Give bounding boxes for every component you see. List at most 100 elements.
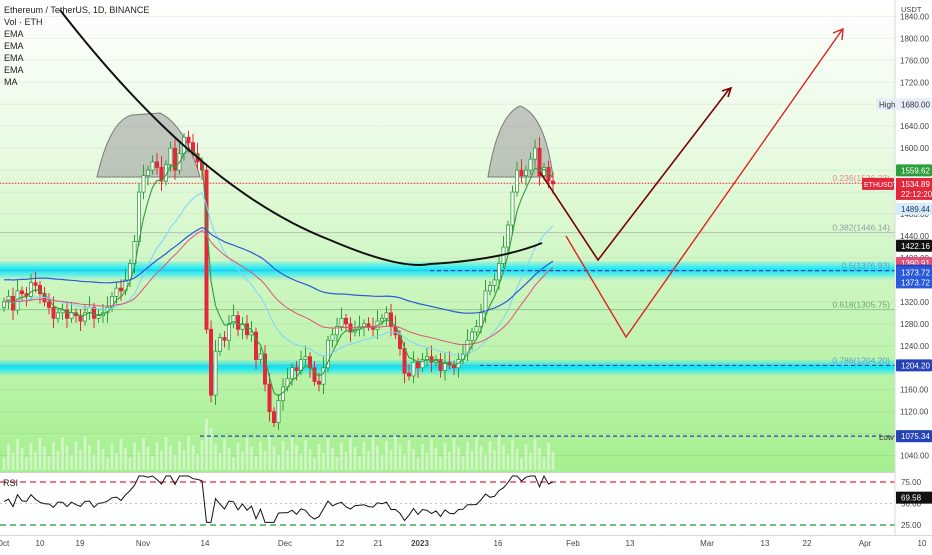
- rsi-tick-label: 75.00: [901, 478, 922, 487]
- price-tick-label: 1240.00: [900, 342, 929, 351]
- fib-label-0.5: 0.5(1376.93): [842, 261, 890, 271]
- symbol-tag-box: [862, 177, 894, 190]
- candle-body: [298, 359, 303, 371]
- price-tick-label: 1800.00: [900, 34, 929, 43]
- candle-body: [83, 312, 88, 322]
- candle-body: [119, 287, 124, 292]
- candle-body: [69, 312, 74, 319]
- rsi-line: [3, 474, 554, 523]
- candle-body: [276, 400, 281, 424]
- candle-body: [505, 224, 510, 248]
- bar-countdown: 22:12:20: [901, 190, 932, 199]
- ema-blue-line: [3, 226, 554, 314]
- candle-body: [474, 326, 479, 333]
- legend-ma[interactable]: MA: [4, 77, 18, 87]
- tag-ema-4-text: 1373.72: [901, 278, 930, 287]
- candle-body: [524, 169, 529, 177]
- tag-ema-4: 1373.72: [901, 268, 930, 277]
- fib-label-0.236: 0.236(1536.23): [832, 173, 890, 183]
- legend-title[interactable]: Ethereum / TetherUS, 1D, BINANCE: [4, 5, 150, 15]
- candle-body: [478, 312, 483, 327]
- time-tick-label: 13: [761, 539, 770, 548]
- tag-ema-2-box: [896, 202, 932, 215]
- candle-body: [38, 284, 43, 295]
- tag-ema-1: 1559.62: [901, 166, 930, 175]
- candle-body: [231, 315, 236, 325]
- candle-body: [339, 317, 344, 327]
- candle-body: [110, 295, 115, 308]
- candle-body: [420, 359, 425, 369]
- candle-body: [361, 323, 366, 327]
- candle-body: [65, 309, 70, 319]
- fib-label-0.382: 0.382(1446.14): [832, 223, 890, 233]
- ema-fast-line: [3, 149, 554, 397]
- candle-body: [168, 147, 173, 166]
- legend-ema-3[interactable]: EMA: [4, 53, 24, 63]
- candle-body: [235, 315, 240, 330]
- rsi-value: 69.58: [901, 494, 922, 503]
- candle-body: [330, 334, 335, 341]
- candle-body: [226, 323, 231, 341]
- tag-level-c-box: [896, 430, 932, 443]
- tag-ema-4-fix: [896, 276, 932, 289]
- scenario-dark-path: [539, 87, 731, 262]
- ema-light-line: [3, 192, 554, 357]
- tag-ema-2: 1489.44: [901, 205, 930, 214]
- time-tick-label: 16: [494, 539, 503, 548]
- candle-body: [424, 356, 429, 360]
- last-price-box: [896, 177, 932, 200]
- candle-body: [172, 147, 177, 171]
- legend-ema-2[interactable]: EMA: [4, 41, 24, 51]
- candle-body: [28, 282, 33, 297]
- symbol-tag: ETHUSDT: [864, 182, 898, 189]
- candle-body: [253, 331, 258, 360]
- candle-body: [258, 353, 263, 360]
- candle-body: [515, 169, 520, 193]
- legend-ema-1[interactable]: EMA: [4, 29, 24, 39]
- candle-body: [343, 317, 348, 325]
- candle-body: [312, 367, 317, 382]
- candle-body: [96, 315, 101, 319]
- candle-body: [244, 323, 249, 336]
- tag-ema-4-box: [896, 266, 932, 279]
- candle-body: [154, 161, 159, 168]
- candle-body: [316, 381, 321, 385]
- time-tick-label: Apr: [859, 539, 872, 548]
- time-tick-label: 13: [626, 539, 635, 548]
- candle-body: [60, 309, 65, 314]
- volume-bars: [2, 419, 555, 470]
- time-tick-label: Feb: [566, 539, 580, 548]
- high-value-box: [896, 98, 932, 111]
- candle-body: [289, 367, 294, 380]
- rsi-tick-label: 50.00: [901, 500, 922, 509]
- candle-body: [222, 337, 227, 341]
- price-tick-label: 1040.00: [900, 452, 929, 461]
- rsi-panel: [0, 474, 895, 534]
- candle-body: [496, 263, 501, 281]
- time-axis-background: [0, 535, 932, 550]
- candle-body: [186, 136, 191, 144]
- time-tick-label: 22: [803, 539, 812, 548]
- legend-ema-4[interactable]: EMA: [4, 65, 24, 75]
- scenario-dark-arrowhead: [721, 86, 733, 98]
- candle-body: [19, 290, 24, 295]
- candle-body: [208, 328, 213, 396]
- candle-body: [388, 312, 393, 327]
- time-tick-label: Nov: [136, 539, 150, 548]
- candle-body: [438, 359, 443, 371]
- price-tick-label: 1280.00: [900, 320, 929, 329]
- candle-body: [406, 372, 411, 377]
- candle-body: [429, 356, 434, 363]
- time-tick-label: 10: [918, 539, 927, 548]
- time-tick-label: 2023: [411, 539, 429, 548]
- time-tick-label: 21: [374, 539, 383, 548]
- time-tick-label: Mar: [700, 539, 714, 548]
- candle-body: [213, 350, 218, 396]
- high-value: 1680.00: [901, 100, 930, 109]
- legend-volume[interactable]: Vol · ETH: [4, 17, 43, 27]
- time-tick-label: Oct: [0, 539, 10, 548]
- candle-body: [262, 353, 267, 385]
- candle-body: [492, 279, 497, 286]
